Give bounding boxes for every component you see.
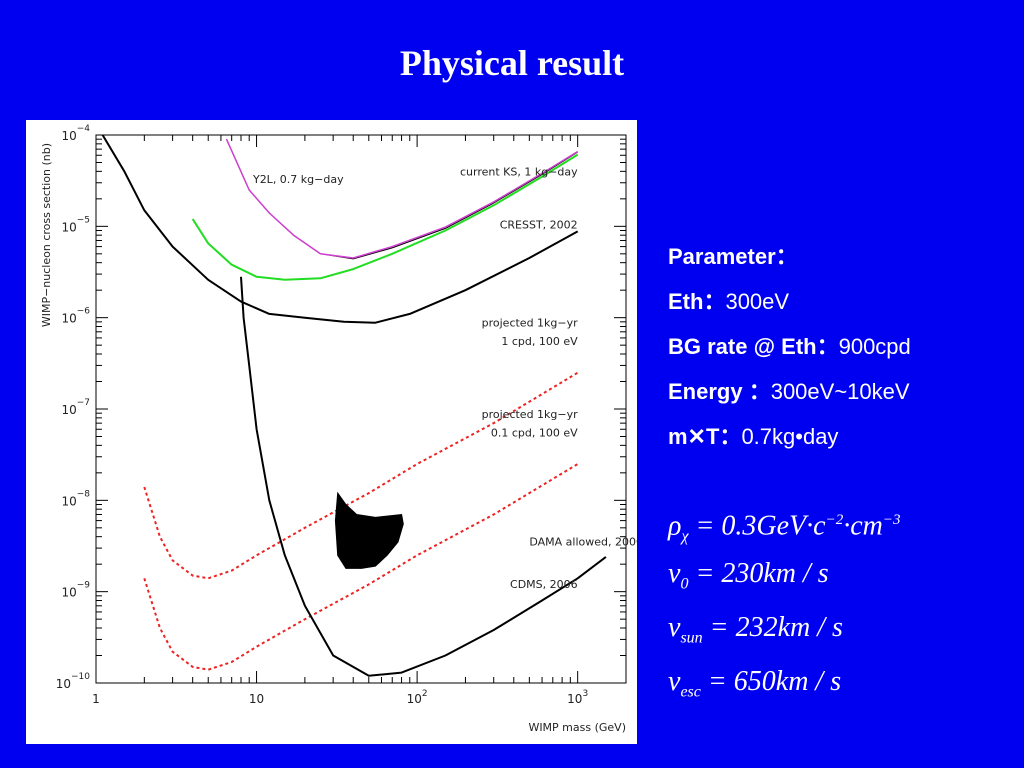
formula-subscript: sun <box>680 629 703 647</box>
formula-subscript: esc <box>680 683 701 701</box>
series-line <box>101 134 579 324</box>
formula-rhs-mid: ·cm <box>843 510 883 542</box>
formula-rhs: = 650km / s <box>700 666 842 697</box>
formula-v0: v0 = 230km / s <box>668 552 900 606</box>
x-tick-label: 102 <box>407 689 428 706</box>
plot-panel: 1 10 102 103 10−4 10−5 10−6 10−7 10−8 10−9 10−10 WI… <box>26 120 637 744</box>
formula-symbol: v <box>668 612 681 643</box>
series-label: projected 1kg−yr <box>482 317 579 330</box>
formula-subscript: 0 <box>680 575 689 593</box>
formula-symbol: ρ <box>668 510 682 542</box>
parameter-row-eth: Eth：300eV <box>668 279 911 324</box>
series-line <box>225 138 579 259</box>
series-label: current KS, 1 kg−day <box>460 166 578 179</box>
y-tick-label: 10−8 <box>61 489 90 508</box>
y-tick-label: 10−10 <box>56 672 91 691</box>
formula-symbol: v <box>668 558 681 589</box>
series-line <box>191 153 579 281</box>
formula-vesc: vesc = 650km / s <box>668 660 900 714</box>
y-tick-label: 10−7 <box>61 398 90 417</box>
series-label: Y2L, 0.7 kg−day <box>252 173 344 186</box>
series-label: projected 1kg−yr <box>482 408 579 421</box>
series-label: CRESST, 2002 <box>500 218 578 231</box>
parameter-row-energy: Energy ：300eV~10keV <box>668 369 911 414</box>
parameter-value: 300eV~10keV <box>770 379 910 404</box>
formula-exponent: −3 <box>882 512 901 528</box>
y-tick-label: 10−5 <box>61 215 90 234</box>
parameter-row-exposure: m✕T：0.7kg•day <box>668 414 911 459</box>
x-tick-label: 103 <box>567 689 588 706</box>
parameter-key: Energy ： <box>668 379 771 404</box>
parameter-value: 900cpd <box>838 334 911 359</box>
formula-rhs: = 0.3GeV·c <box>688 510 826 542</box>
formula-rhs: = 232km / s <box>702 612 843 643</box>
y-tick-label: 10−6 <box>61 307 90 326</box>
parameter-value: 300eV <box>725 289 790 314</box>
series-line <box>143 371 579 580</box>
formula-vsun: vsun = 232km / s <box>668 606 900 660</box>
parameter-row-bg-rate: BG rate @ Eth：900cpd <box>668 324 911 369</box>
series-region <box>334 491 404 569</box>
series-label: DAMA allowed, 2000 <box>529 536 637 549</box>
parameter-heading: Parameter： <box>668 244 798 269</box>
parameter-list: Parameter： Eth：300eV BG rate @ Eth：900cp… <box>668 234 911 459</box>
y-tick-label: 10−4 <box>61 124 90 143</box>
x-axis-title: WIMP mass (GeV) <box>528 721 626 734</box>
series-label: 0.1 cpd, 100 eV <box>491 426 578 439</box>
series-line <box>240 276 607 677</box>
x-tick-label: 1 <box>92 692 100 706</box>
y-axis-title: WIMP−nucleon cross section (nb) <box>40 143 53 327</box>
formula-rho: ρχ = 0.3GeV·c−2·cm−3 <box>668 498 900 552</box>
series-label: 1 cpd, 100 eV <box>501 335 578 348</box>
series-label: CDMS, 2006 <box>510 578 578 591</box>
formula-exponent: −2 <box>825 512 844 528</box>
series-line <box>226 138 578 260</box>
wimp-exclusion-plot: 1 10 102 103 10−4 10−5 10−6 10−7 10−8 10−9 10−10 WI… <box>40 124 637 734</box>
parameter-key: Eth： <box>668 289 726 314</box>
formula-symbol: v <box>668 666 681 697</box>
parameter-key: m✕T： <box>668 424 742 449</box>
slide-title: Physical result <box>399 43 625 83</box>
formula-rhs: = 230km / s <box>688 558 829 589</box>
y-tick-label: 10−9 <box>61 581 90 600</box>
formula-subscript: χ <box>681 527 689 545</box>
parameter-value: 0.7kg•day <box>741 424 839 449</box>
halo-formulas: ρχ = 0.3GeV·c−2·cm−3 v0 = 230km / s vsun… <box>668 498 900 714</box>
x-tick-label: 10 <box>249 692 264 706</box>
parameter-key: BG rate @ Eth： <box>668 334 839 359</box>
series-line <box>143 463 579 671</box>
